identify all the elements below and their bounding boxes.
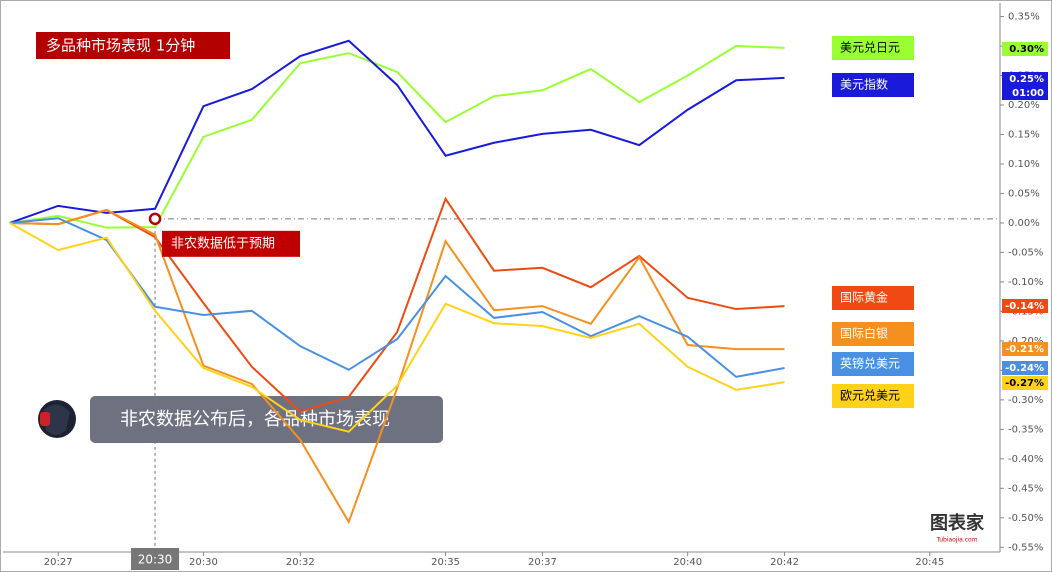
series-line [9,196,785,413]
caption: 非农数据公布后，各品种市场表现 [120,409,390,430]
last-value-box [1002,72,1048,86]
x-tick-label: 20:45 [915,557,944,568]
x-tick-label: 20:32 [286,557,315,568]
legend-box [832,73,914,97]
legend-box [832,384,914,408]
x-tick-label: 20:35 [431,557,460,568]
legend-label: 英镑兑美元 [840,356,900,371]
y-tick-label: 0.15% [1008,130,1040,141]
legend-box [832,352,914,376]
crosshair-box [131,548,180,570]
y-tick-label: 0.35% [1008,12,1040,23]
last-value-box [1002,376,1048,390]
y-tick-label: 0.10% [1008,159,1040,170]
x-tick-label: 20:27 [44,557,73,568]
last-value-label: -0.27% [1005,378,1044,389]
annotation-marker [148,212,162,226]
series-line [9,39,785,224]
y-tick-label: -0.45% [1008,483,1043,494]
y-tick-label: -0.05% [1008,247,1043,258]
annotation-label: 非农数据低于预期 [171,236,275,251]
y-tick-label: 0.00% [1008,218,1040,229]
y-tick-label: -0.55% [1008,542,1043,553]
legend-label: 国际白银 [840,326,888,341]
y-tick-label: -0.50% [1008,513,1043,524]
legend-label: 美元指数 [840,77,888,92]
title-box [36,32,230,59]
y-tick-label: 0.05% [1008,188,1040,199]
logo-sub: Tubiaojia.com [935,537,977,544]
legend-label: 欧元兑美元 [840,389,900,403]
last-value-label: 0.30% [1009,44,1044,55]
caption-box [90,396,443,443]
last-value-label: -0.14% [1005,301,1044,312]
series-line [9,222,785,433]
y-tick-label: -0.20% [1008,336,1043,347]
y-tick-label: -0.10% [1008,277,1043,288]
legend-box [832,286,914,310]
x-tick-label: 20:37 [528,557,557,568]
y-tick-label: -0.40% [1008,454,1043,465]
annotation-box [162,230,301,257]
series-line [9,208,785,525]
last-value-box [1002,342,1048,356]
countdown: 01:00 [1012,88,1044,99]
last-value-label: 0.25% [1009,74,1044,85]
x-tick-label: 20:30 [189,557,218,568]
legend-box [832,36,914,60]
series-line [9,217,785,378]
y-tick-label: -0.35% [1008,424,1043,435]
legend-label: 国际黄金 [840,290,888,305]
x-tick-label: 20:42 [770,557,799,568]
legend-label: 美元兑日元 [840,41,900,55]
chart-title: 多品种市场表现 1分钟 [46,37,195,55]
y-tick-label: 0.20% [1008,100,1040,111]
crosshair-label: 20:30 [138,553,173,567]
logo: 图表家 [930,512,985,534]
legend-box [832,322,914,346]
last-value-box [1002,42,1048,56]
last-value-box [1002,299,1048,313]
x-tick-label: 20:40 [673,557,702,568]
countdown-box [1002,86,1048,100]
y-tick-label: -0.30% [1008,395,1043,406]
last-value-box [1002,361,1048,375]
last-value-label: -0.21% [1005,344,1044,355]
icon [38,400,76,438]
last-value-label: -0.24% [1005,363,1044,374]
